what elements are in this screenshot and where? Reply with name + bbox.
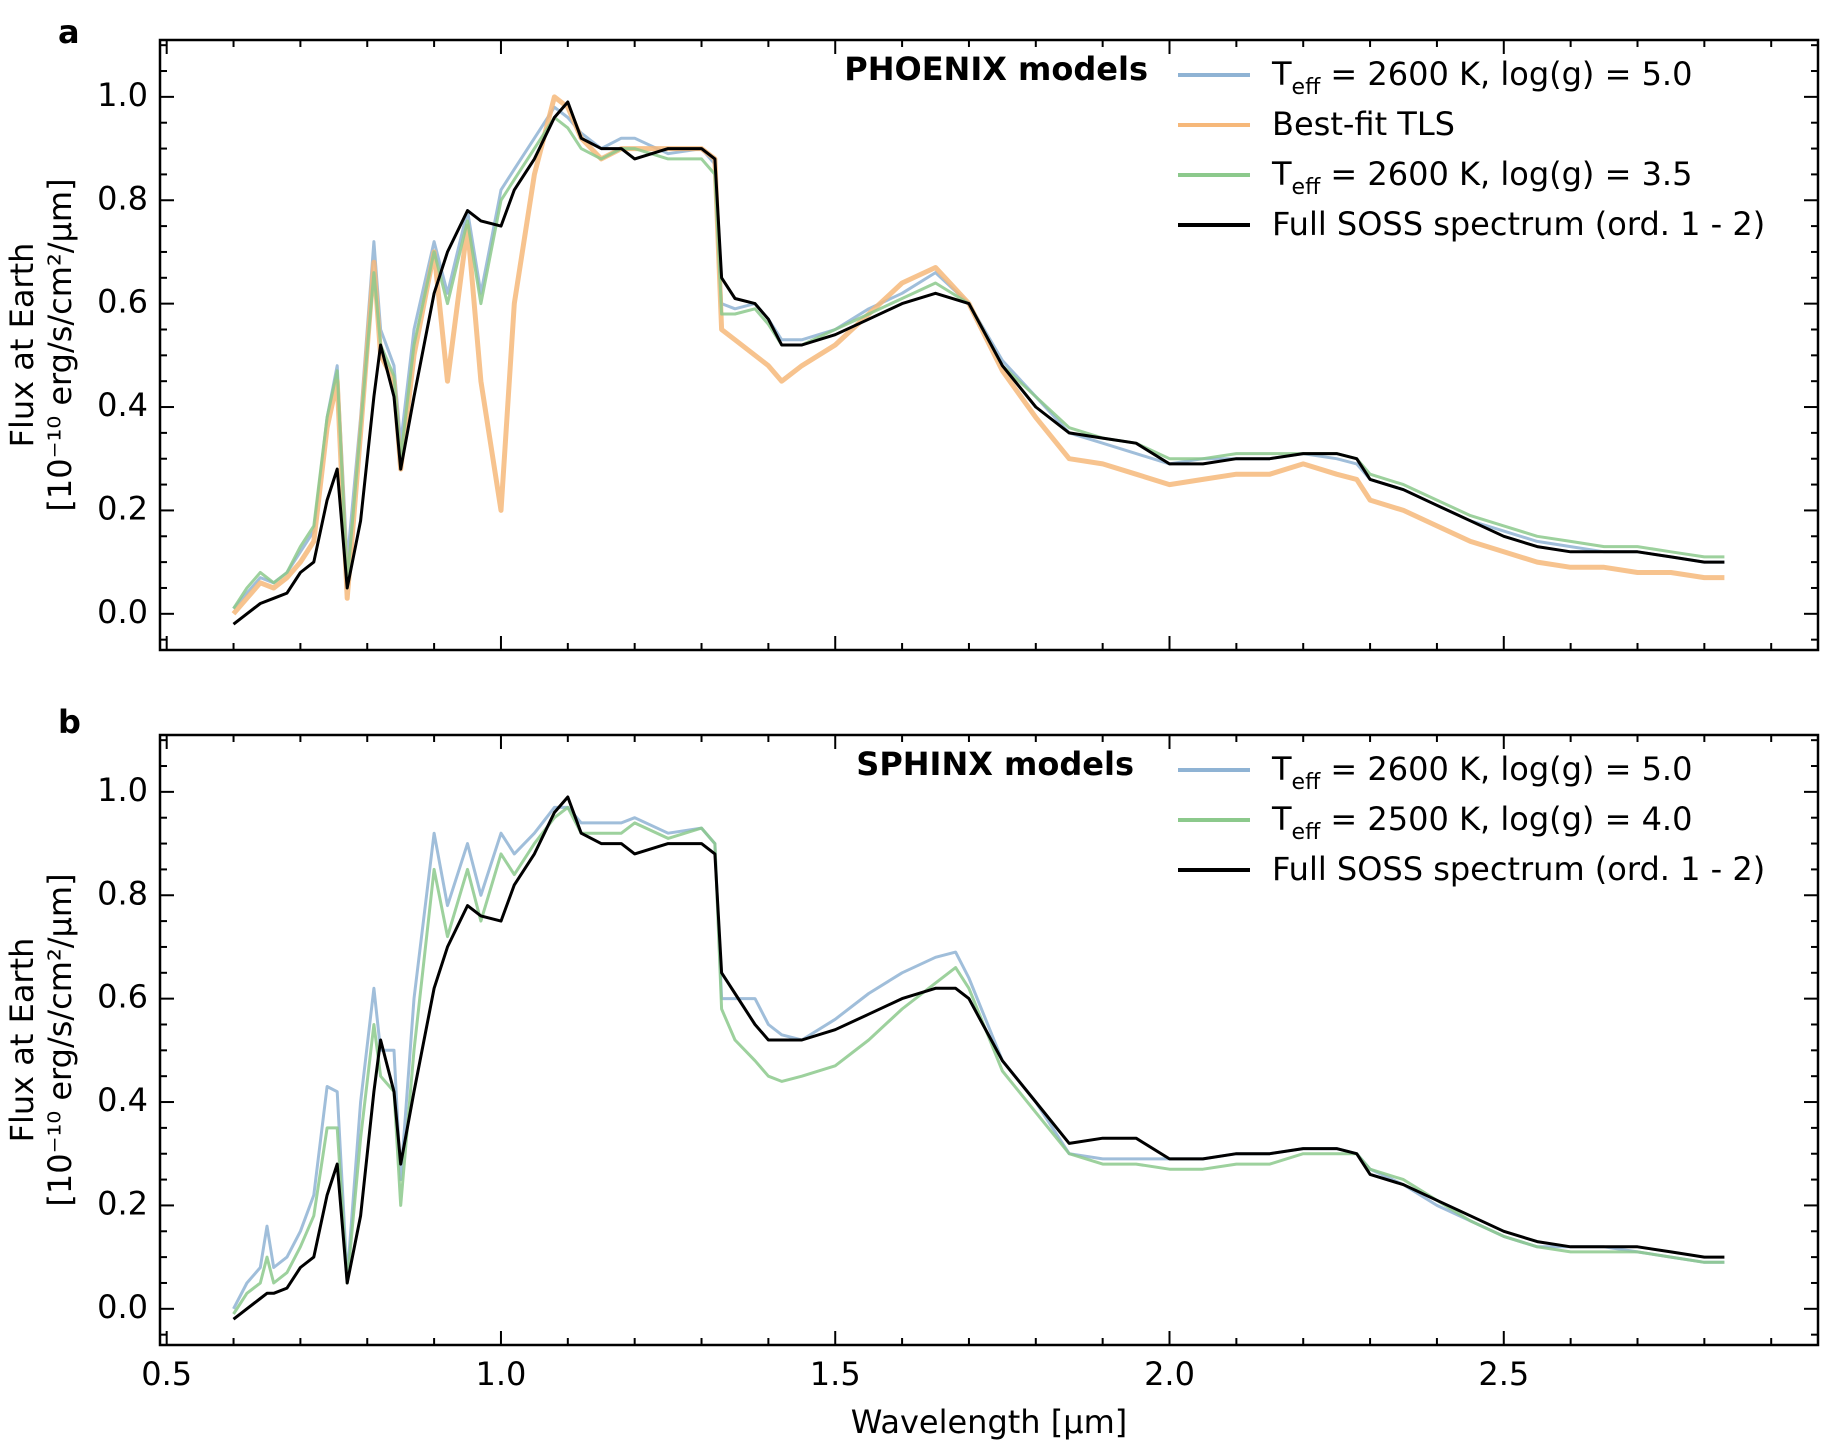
x-tick-label: 0.5 <box>141 1355 192 1393</box>
y-tick-label: 0.4 <box>97 1081 148 1119</box>
y-tick-label: 0.0 <box>97 593 148 631</box>
y-tick-label: 0.6 <box>97 283 148 321</box>
legend-entry-main: Full SOSS spectrum (ord. 1 - 2) <box>1272 850 1765 888</box>
axes-frame <box>158 38 1820 652</box>
legend-entry-subscript: eff <box>1292 820 1322 845</box>
y-tick-label: 1.0 <box>97 771 148 809</box>
y-axis-label-line2: [10⁻¹⁰ erg/s/cm²/µm] <box>41 178 79 511</box>
legend-entry: Full SOSS spectrum (ord. 1 - 2) <box>1272 850 1765 888</box>
y-tick-label: 0.8 <box>97 874 148 912</box>
legend-entry-main: T <box>1271 155 1292 193</box>
legend-entry: Best-fit TLS <box>1272 105 1455 143</box>
legend-entry: Teff = 2500 K, log(g) = 4.0 <box>1271 800 1692 845</box>
legend-entry-rest: = 2600 K, log(g) = 3.5 <box>1320 155 1692 193</box>
x-tick-label: 2.5 <box>1478 1355 1529 1393</box>
panel-letter: a <box>58 13 80 51</box>
legend-entry-subscript: eff <box>1292 770 1322 795</box>
axes-frame <box>158 733 1820 1347</box>
panel-b: b 0.0 0.2 0.4 0.6 0.8 1.0 0.5 1.0 1.5 2.0 2.5 Wavele… <box>3 703 1820 1441</box>
series-group <box>232 795 1725 1321</box>
legend-entry: Teff = 2600 K, log(g) = 5.0 <box>1271 750 1692 795</box>
series-line-4 <box>232 100 1725 626</box>
legend-entry-main: Best-fit TLS <box>1272 105 1455 143</box>
y-tick-label: 0.6 <box>97 978 148 1016</box>
y-axis-label-line1: Flux at Earth <box>3 243 41 448</box>
x-tick-label: 2.0 <box>1144 1355 1195 1393</box>
x-tick-label: 1.0 <box>476 1355 527 1393</box>
legend-entry: Teff = 2600 K, log(g) = 5.0 <box>1271 55 1692 100</box>
legend-entry-subscript: eff <box>1292 175 1322 200</box>
panel-title: PHOENIX models <box>844 50 1148 88</box>
y-tick-label: 0.8 <box>97 179 148 217</box>
legend-entry-main: Full SOSS spectrum (ord. 1 - 2) <box>1272 205 1765 243</box>
ticks <box>160 735 1818 1345</box>
y-tick-label: 0.2 <box>97 489 148 527</box>
series-line-3 <box>232 795 1725 1321</box>
legend-entry-main: T <box>1271 750 1292 788</box>
series-line-2 <box>231 94 1725 616</box>
y-tick-label: 0.2 <box>97 1184 148 1222</box>
y-tick-label: 0.0 <box>97 1288 148 1326</box>
legend-entry: Full SOSS spectrum (ord. 1 - 2) <box>1272 205 1765 243</box>
legend-entry-rest: = 2600 K, log(g) = 5.0 <box>1320 55 1692 93</box>
panel-a: a 0.0 0.2 0.4 0.6 0.8 1.0 Flux at Earth [10⁻¹⁰ e… <box>3 13 1820 652</box>
x-tick-label: 1.5 <box>810 1355 861 1393</box>
legend-entry-main: T <box>1271 55 1292 93</box>
panel-title: SPHINX models <box>856 745 1134 783</box>
legend-entry-main: T <box>1271 800 1292 838</box>
ticks <box>160 40 1818 650</box>
legend-entry-subscript: eff <box>1292 75 1322 100</box>
series-line-3 <box>232 116 1725 610</box>
legend-entry-rest: = 2500 K, log(g) = 4.0 <box>1320 800 1692 838</box>
series-group <box>231 94 1725 626</box>
y-axis-label-line1: Flux at Earth <box>3 938 41 1143</box>
series-line-2 <box>232 805 1725 1315</box>
y-axis-label-line2: [10⁻¹⁰ erg/s/cm²/µm] <box>41 873 79 1206</box>
y-tick-label: 0.4 <box>97 386 148 424</box>
panel-letter: b <box>58 703 81 741</box>
y-tick-label: 1.0 <box>97 76 148 114</box>
legend-entry-rest: = 2600 K, log(g) = 5.0 <box>1320 750 1692 788</box>
x-axis-label: Wavelength [µm] <box>851 1403 1128 1441</box>
legend-entry: Teff = 2600 K, log(g) = 3.5 <box>1271 155 1692 200</box>
legend: Teff = 2600 K, log(g) = 5.0 Best-fit TLS T… <box>1178 55 1765 243</box>
